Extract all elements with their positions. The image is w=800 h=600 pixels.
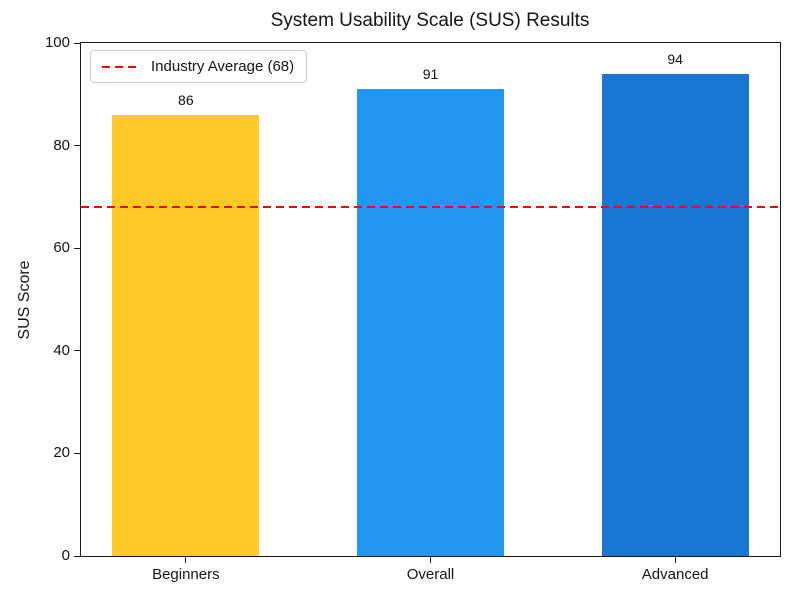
x-tick-label-advanced: Advanced: [641, 566, 709, 583]
y-tick-label: 40: [53, 341, 70, 359]
bar-value-label: 94: [667, 50, 683, 67]
x-tick-mark: [674, 557, 676, 563]
x-tick-label-overall: Overall: [406, 566, 455, 583]
x-tick-mark: [430, 557, 431, 563]
bar-value-label: 91: [422, 66, 439, 83]
bar-beginners: [112, 114, 260, 556]
y-tick-mark: [74, 247, 80, 249]
y-tick-mark: [74, 452, 80, 454]
y-axis-label: SUS Score: [16, 260, 33, 340]
y-tick-label: 20: [53, 444, 70, 462]
industry-average-reference-line: [81, 206, 780, 209]
legend: Industry Average (68): [90, 50, 308, 83]
y-tick-mark: [74, 350, 80, 352]
bar-advanced: [601, 73, 749, 556]
bar-overall: [357, 89, 504, 556]
y-tick-mark: [74, 42, 80, 44]
y-tick-label: 80: [53, 136, 70, 154]
x-tick-label-beginners: Beginners: [152, 566, 220, 583]
y-tick-label: 0: [61, 547, 70, 564]
chart-title: System Usability Scale (SUS) Results: [270, 10, 590, 31]
plot-area: Industry Average (68) 0 20 40 60 80 100 86 Begi…: [45, 34, 781, 583]
y-tick-mark: [74, 145, 80, 147]
y-tick-label: 100: [44, 34, 70, 51]
x-tick-mark: [185, 557, 187, 563]
bar-value-label: 86: [178, 91, 194, 108]
legend-label: Industry Average (68): [151, 58, 295, 75]
y-tick-mark: [74, 555, 80, 557]
legend-dashed-line-sample: [102, 65, 140, 68]
y-tick-label: 60: [53, 239, 70, 257]
